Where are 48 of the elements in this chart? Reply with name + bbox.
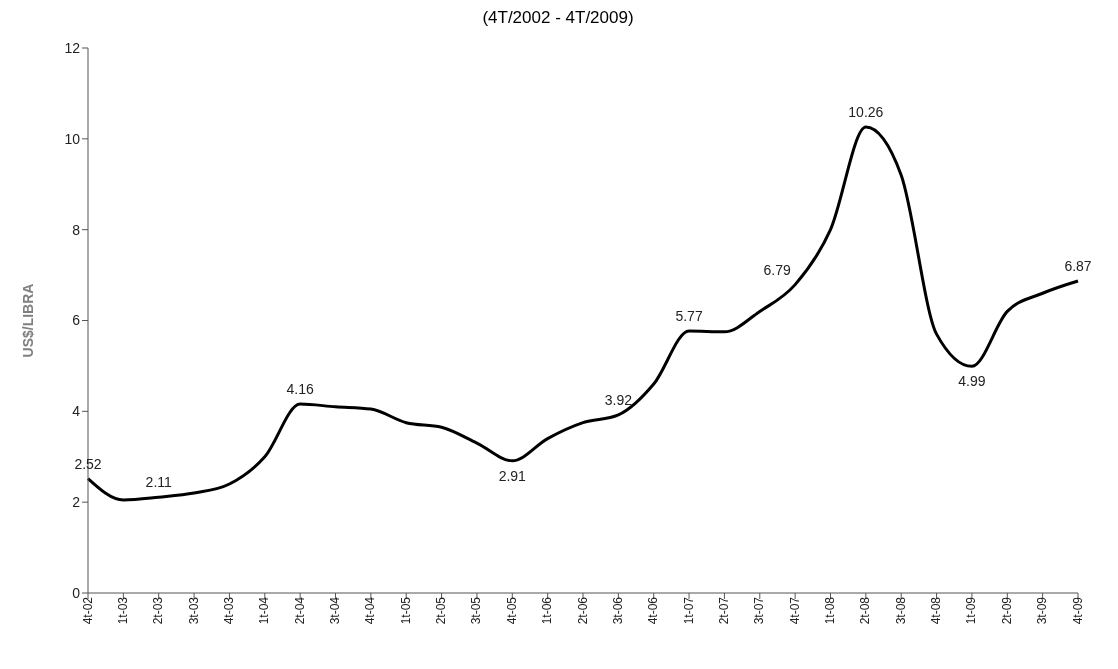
x-tick-label: 1t-09 xyxy=(964,596,979,625)
data-label: 4.99 xyxy=(958,373,986,390)
x-tick-label: 4t-08 xyxy=(929,596,944,625)
x-tick-label: 3t-04 xyxy=(328,596,343,625)
x-tick-label: 3t-07 xyxy=(752,596,767,625)
y-tick-label: 4 xyxy=(72,403,81,420)
x-tick-label: 1t-07 xyxy=(681,596,696,625)
data-label: 2.91 xyxy=(498,467,527,484)
data-label: 10.26 xyxy=(848,104,884,121)
y-axis-title: US$/LIBRA xyxy=(19,283,36,358)
x-tick-label: 3t-08 xyxy=(893,596,908,625)
x-tick-label: 1t-05 xyxy=(398,596,413,625)
x-tick-label: 3t-09 xyxy=(1035,596,1050,625)
x-tick-label: 1t-03 xyxy=(115,596,130,625)
x-tick-label: 4t-04 xyxy=(363,596,378,625)
y-tick-label: 8 xyxy=(72,221,81,238)
x-tick-label: 4t-06 xyxy=(646,596,661,625)
x-tick-label: 1t-06 xyxy=(540,596,555,625)
data-label: 5.77 xyxy=(675,307,703,324)
x-tick-label: 3t-06 xyxy=(610,596,625,625)
x-tick-label: 4t-09 xyxy=(1070,596,1085,625)
x-tick-label: 4t-07 xyxy=(787,596,802,625)
x-tick-label: 1t-08 xyxy=(823,596,838,625)
x-tick-label: 2t-05 xyxy=(434,596,449,625)
x-tick-label: 2t-08 xyxy=(858,596,873,625)
data-label: 2.11 xyxy=(145,474,173,491)
data-label: 3.92 xyxy=(604,391,633,408)
y-tick-label: 2 xyxy=(72,494,81,511)
x-tick-label: 2t-03 xyxy=(151,596,166,625)
x-tick-label: 2t-09 xyxy=(999,596,1014,625)
x-tick-label: 2t-07 xyxy=(716,596,731,625)
data-label: 6.79 xyxy=(763,261,791,278)
y-tick-label: 6 xyxy=(72,312,81,329)
y-tick-label: 0 xyxy=(72,584,81,601)
x-tick-label: 2t-06 xyxy=(575,596,590,625)
y-tick-label: 12 xyxy=(64,39,81,56)
data-label: 2.52 xyxy=(74,455,102,472)
data-label: 6.87 xyxy=(1064,257,1092,274)
x-tick-label: 4t-02 xyxy=(80,596,95,625)
x-tick-label: 4t-03 xyxy=(221,596,236,625)
x-tick-label: 2t-04 xyxy=(292,596,307,625)
data-label: 4.16 xyxy=(286,381,314,398)
x-tick-label: 3t-03 xyxy=(186,596,201,625)
x-tick-label: 1t-04 xyxy=(257,596,272,625)
chart-title: (4T/2002 - 4T/2009) xyxy=(481,8,635,28)
x-tick-label: 3t-05 xyxy=(469,596,484,625)
x-tick-label: 4t-05 xyxy=(504,596,519,625)
y-tick-label: 10 xyxy=(64,130,81,147)
